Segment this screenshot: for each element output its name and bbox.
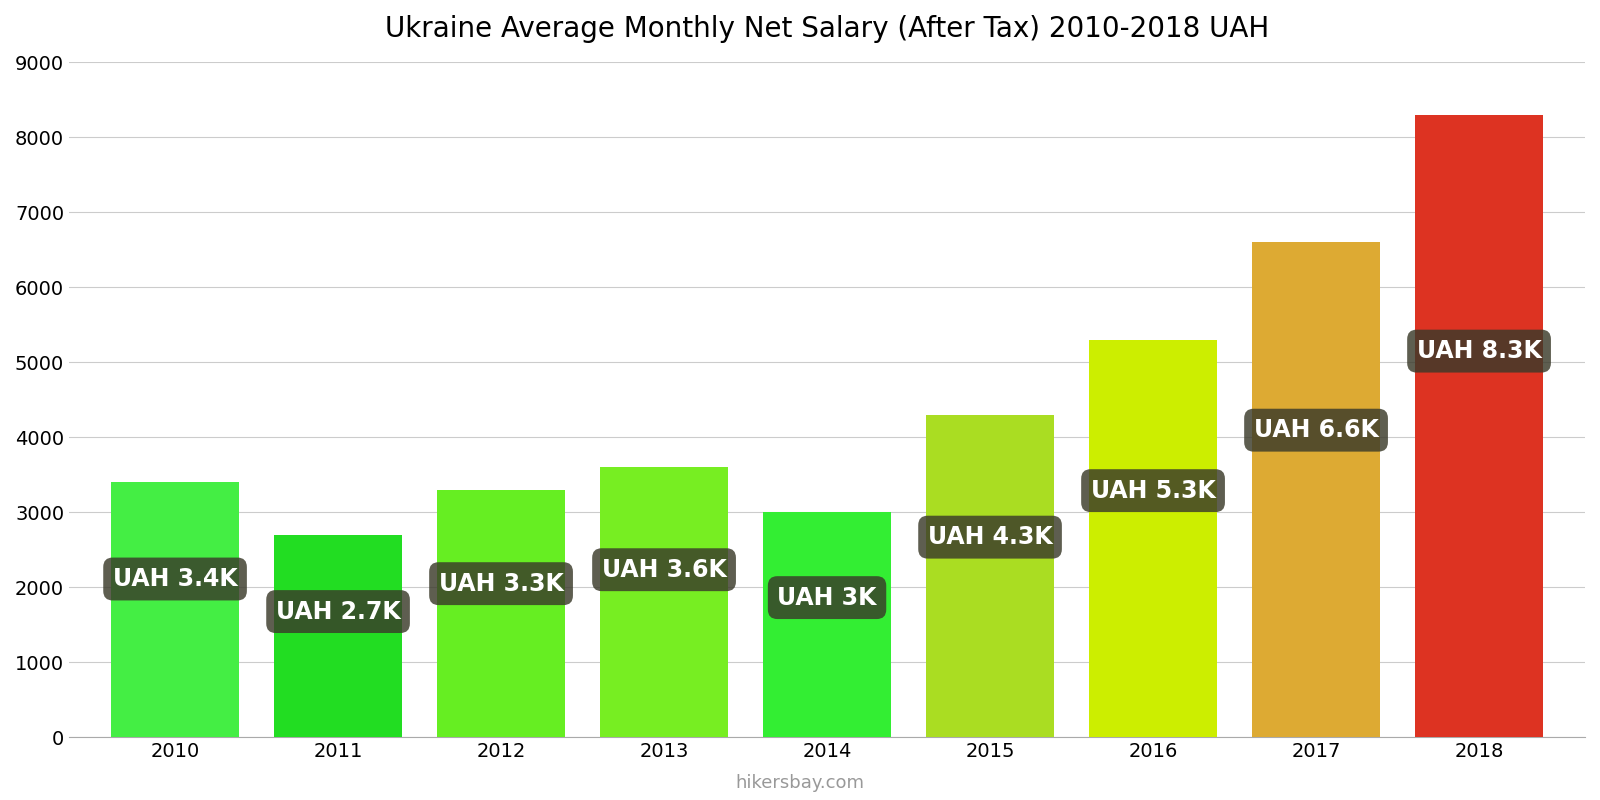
Text: UAH 3.4K: UAH 3.4K [112,567,237,591]
Bar [600,467,728,737]
Text: hikersbay.com: hikersbay.com [736,774,864,792]
Bar [763,512,891,737]
Text: UAH 4.3K: UAH 4.3K [928,525,1053,549]
Text: UAH 6.6K: UAH 6.6K [1254,418,1379,442]
Title: Ukraine Average Monthly Net Salary (After Tax) 2010-2018 UAH: Ukraine Average Monthly Net Salary (Afte… [386,15,1269,43]
Text: UAH 5.3K: UAH 5.3K [1091,478,1216,502]
Bar [1253,242,1379,737]
Bar [1090,339,1216,737]
Text: UAH 3K: UAH 3K [778,586,877,610]
Bar [112,482,238,737]
Text: UAH 8.3K: UAH 8.3K [1416,339,1541,363]
Bar [275,534,402,737]
Bar [926,414,1054,737]
Text: UAH 2.7K: UAH 2.7K [275,599,400,623]
Text: UAH 3.6K: UAH 3.6K [602,558,726,582]
Bar [1416,114,1542,737]
Bar [437,490,565,737]
Text: UAH 3.3K: UAH 3.3K [438,572,563,596]
